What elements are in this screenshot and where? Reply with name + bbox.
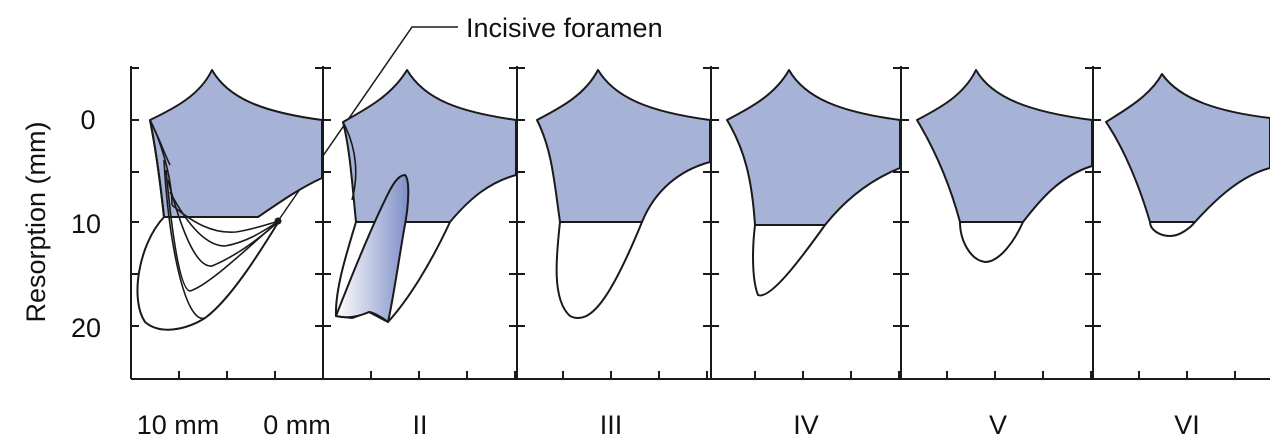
- incisive-foramen-point: [274, 217, 282, 225]
- panel-4-bone-ridge: [726, 69, 901, 226]
- y-axis-label: Resorption (mm): [21, 121, 51, 322]
- panel-3-bone-ridge: [536, 69, 711, 223]
- panel-1-profile: [136, 69, 323, 331]
- panel-2-labial-contour: [342, 121, 357, 201]
- y-tick-label-10: 10: [71, 209, 101, 239]
- panel-5-profile: [916, 69, 1093, 263]
- panel-6-profile: [1105, 73, 1270, 237]
- panel-label-v: V: [989, 410, 1007, 440]
- panel-5-bone-ridge: [916, 69, 1093, 223]
- incisive-foramen-label: Incisive foramen: [466, 13, 663, 43]
- panel-1-resorption-outline: [136, 119, 280, 331]
- tick-marks: [131, 67, 1236, 379]
- panel-4-profile: [726, 69, 901, 297]
- panel-1-resorption-curves: [149, 119, 280, 319]
- panel-6-resorption-outline: [1149, 221, 1196, 237]
- panel-5-resorption-outline: [959, 221, 1024, 263]
- panel-label-ii: II: [412, 410, 427, 440]
- panel-3-resorption-outline: [555, 221, 643, 319]
- panel-2-bone-ridge: [342, 69, 517, 223]
- panel-2-alveolar-socket: [335, 174, 410, 323]
- y-tick-label-0: 0: [80, 105, 95, 135]
- y-tick-label-20: 20: [71, 313, 101, 343]
- panel-3-profile: [536, 69, 711, 319]
- panel-4-resorption-outline: [752, 224, 826, 297]
- panel-2-profile: [334, 69, 517, 323]
- panel-label-10mm: 10 mm: [137, 410, 220, 440]
- panel-label-iv: IV: [793, 410, 819, 440]
- panel-label-vi: VI: [1174, 410, 1200, 440]
- panel-6-bone-ridge: [1105, 73, 1270, 223]
- panel-label-0mm: 0 mm: [263, 410, 331, 440]
- panel-label-iii: III: [600, 410, 623, 440]
